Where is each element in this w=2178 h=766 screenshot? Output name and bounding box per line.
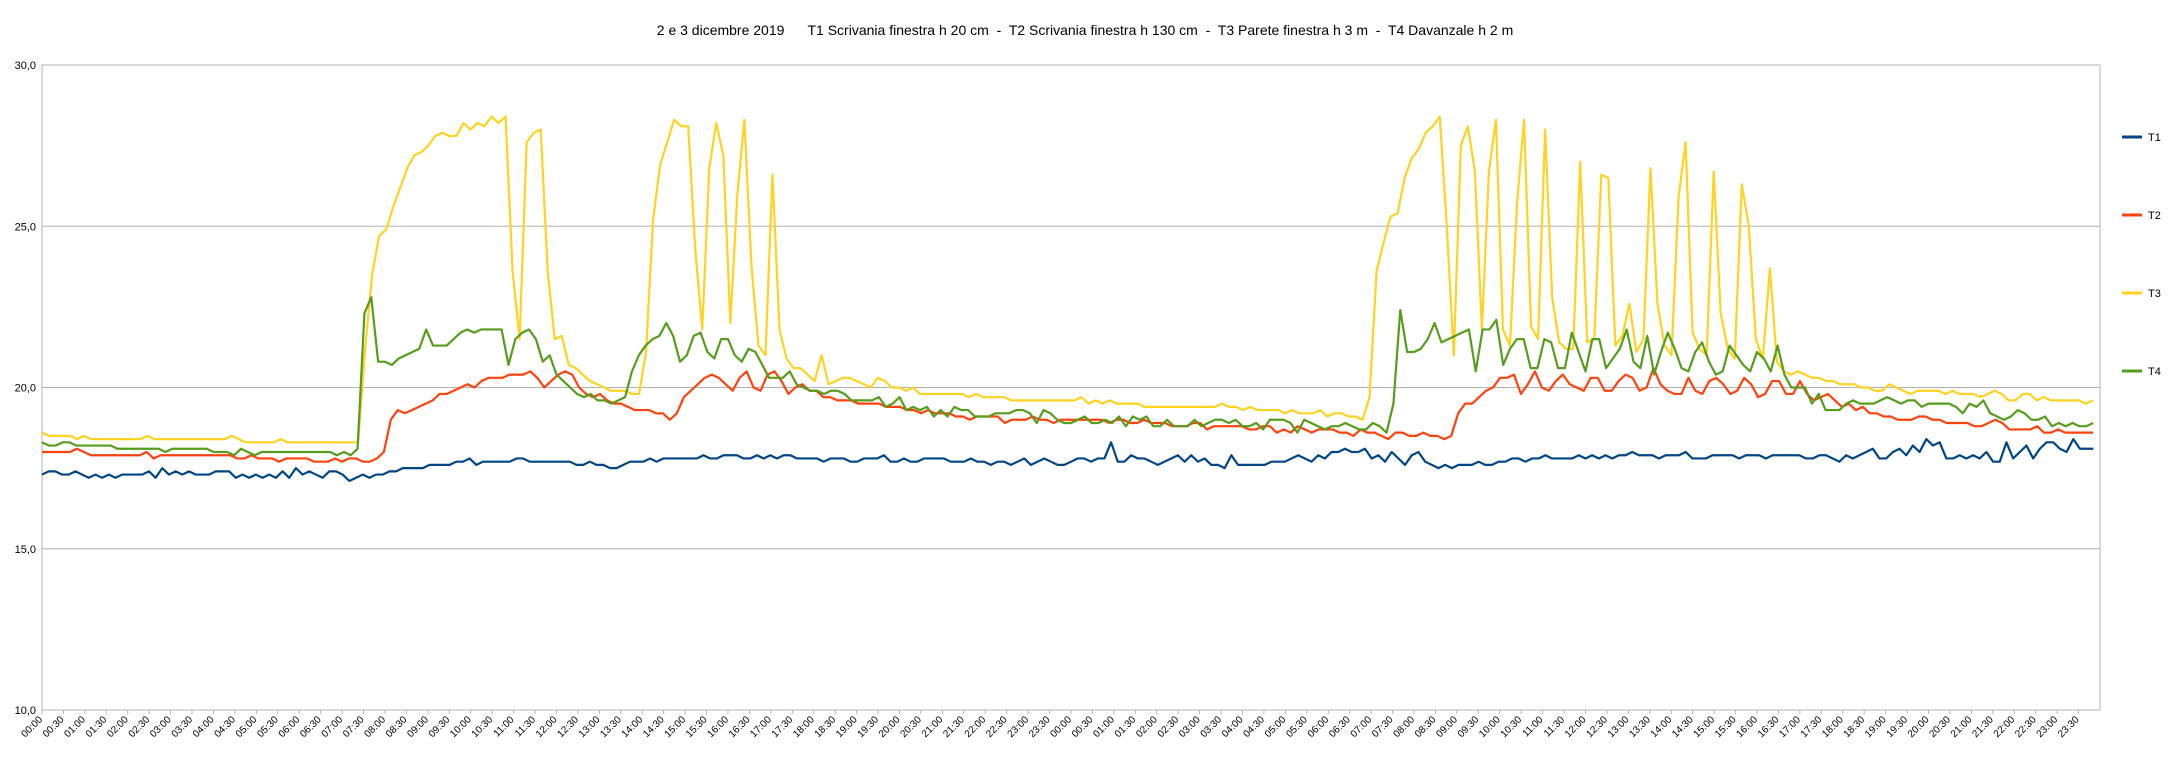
y-axis-tick-labels: 10,0 15,0 20,0 25,0 30,0 (15, 60, 36, 717)
y-tick-label: 20,0 (15, 383, 36, 395)
legend: T1 T2 T3 T4 (2122, 132, 2161, 378)
legend-label-t1: T1 (2148, 132, 2161, 144)
legend-label-t4: T4 (2148, 366, 2161, 378)
y-tick-label: 15,0 (15, 544, 36, 556)
series-lines (41, 115, 2094, 483)
axes (41, 65, 2101, 714)
chart-title: 2 e 3 dicembre 2019 T1 Scrivania finestr… (657, 22, 1513, 38)
legend-label-t3: T3 (2148, 288, 2161, 300)
y-tick-label: 30,0 (15, 60, 36, 72)
series-line-t4 (41, 296, 2094, 457)
series-line-t3 (41, 115, 2094, 444)
series-line-t1 (41, 438, 2094, 483)
series-line-t2 (42, 367, 2094, 463)
legend-label-t2: T2 (2148, 210, 2161, 222)
y-tick-label: 25,0 (15, 221, 36, 233)
y-tick-label: 10,0 (15, 705, 36, 717)
